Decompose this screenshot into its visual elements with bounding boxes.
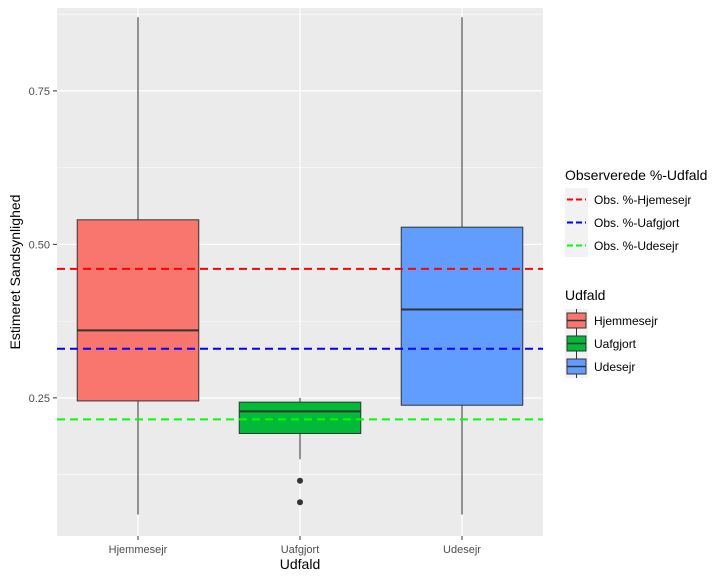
legend-label: Obs. %-Udesejr [594, 239, 679, 253]
y-axis: 0.25 0.50 0.75 [29, 86, 57, 405]
y-tick-label: 0.50 [29, 239, 50, 251]
legend-label: Obs. %-Uafgjort [594, 216, 680, 230]
legend-label: Udesejr [594, 360, 635, 374]
legend-label: Uafgjort [594, 337, 637, 351]
y-tick-label: 0.75 [29, 86, 50, 98]
legend-label: Hjemmesejr [594, 314, 658, 328]
x-tick-label: Uafgjort [281, 544, 320, 556]
outlier-point [297, 477, 303, 484]
outlier-point [297, 499, 303, 506]
legend-observed: Observerede %-Udfald Obs. %-Hjemesejr Obs… [565, 167, 707, 257]
box-hjemmesejr [76, 17, 200, 515]
box-udesejr [400, 17, 524, 515]
x-tick-label: Hjemmesejr [109, 544, 168, 556]
y-tick-label: 0.25 [29, 393, 50, 405]
x-axis-title: Udfald [280, 556, 320, 572]
box-body [238, 401, 362, 434]
legend-udfald-title: Udfald [565, 287, 605, 303]
x-axis: Hjemmesejr Uafgjort Udesejr [109, 536, 481, 556]
box-body [400, 226, 524, 406]
x-tick-label: Udesejr [443, 544, 481, 556]
legend-label: Obs. %-Hjemesejr [594, 193, 691, 207]
y-axis-title: Estimeret Sandsynlighed [7, 195, 23, 350]
legend-udfald: Udfald Hjemmesejr Uafgjort Udesejr [565, 287, 658, 378]
box-body [76, 219, 200, 402]
legend-observed-title: Observerede %-Udfald [565, 167, 707, 183]
box-uafgjort [238, 397, 362, 506]
boxes [76, 17, 524, 515]
reference-lines [57, 267, 543, 421]
